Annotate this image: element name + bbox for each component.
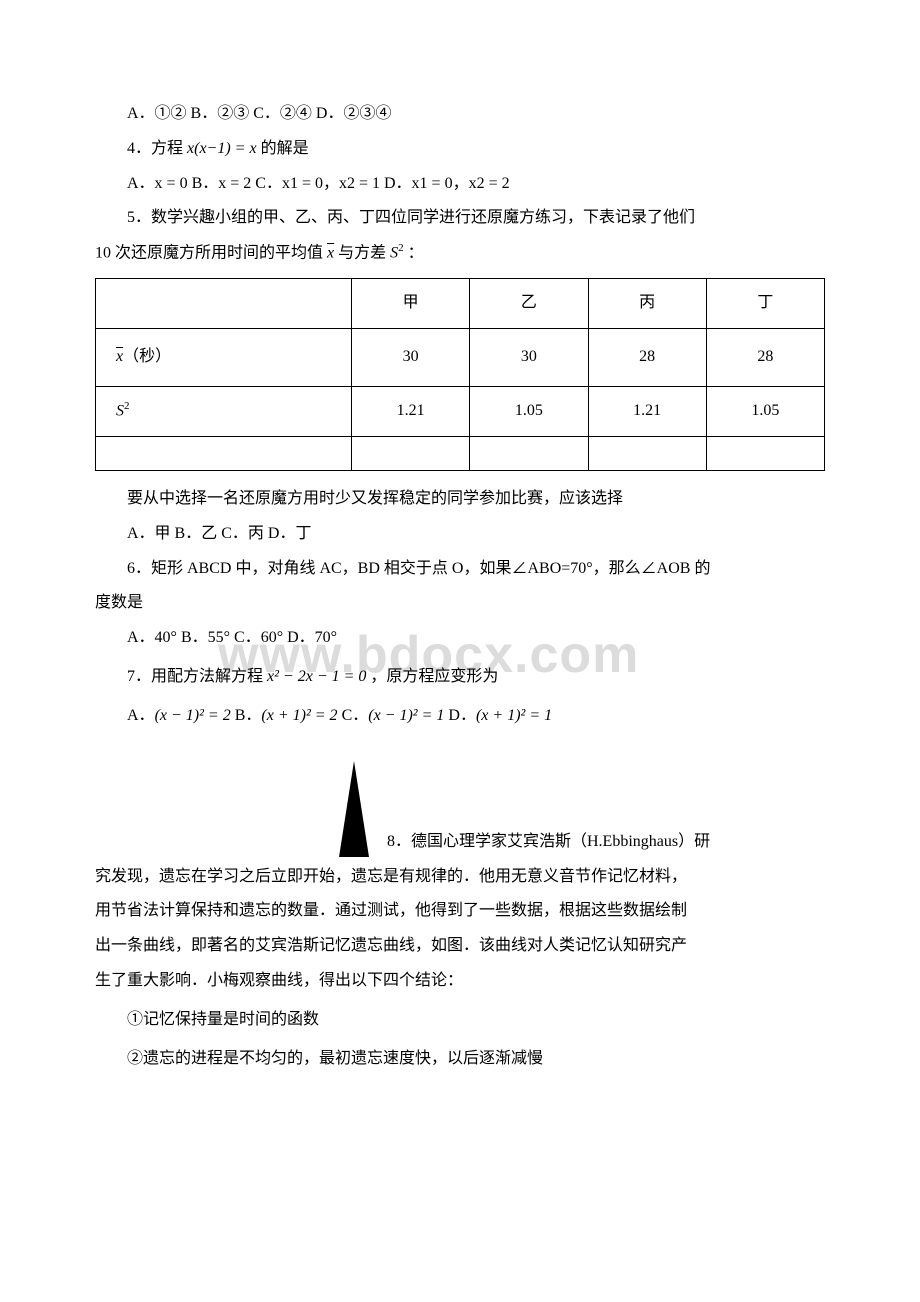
table-cell: 28: [588, 329, 706, 387]
q8-c2: ②遗忘的进程是不均匀的，最初遗忘速度快，以后逐渐减慢: [95, 1045, 825, 1074]
q4-options: A．x = 0 B．x = 2 C．x1 = 0，x2 = 1 D．x1 = 0…: [95, 170, 825, 199]
table-row: 甲 乙 丙 丁: [96, 279, 825, 329]
q7-a-pre: A．: [127, 707, 155, 724]
xbar-unit: （秒）: [123, 348, 171, 365]
q3-options: A．①② B．②③ C．②④ D．②③④: [95, 100, 825, 129]
table-cell: 28: [706, 329, 824, 387]
table-cell: [470, 437, 588, 471]
table-cell: 丙: [588, 279, 706, 329]
table-row: S2 1.21 1.05 1.21 1.05: [96, 386, 825, 436]
table-cell: 乙: [470, 279, 588, 329]
table-cell: [588, 437, 706, 471]
table-cell: 1.05: [470, 386, 588, 436]
q4-stem-prefix: 4．方程: [127, 140, 187, 157]
q7-c-math: (x − 1)² = 1: [368, 707, 444, 724]
q7-options: A．(x − 1)² = 2 B．(x + 1)² = 2 C．(x − 1)²…: [95, 702, 825, 731]
q5-stem-l2: 10 次还原魔方所用时间的平均值 x 与方差 S2 ：: [95, 239, 825, 268]
table-cell: [352, 437, 470, 471]
q8-c1: ①记忆保持量是时间的函数: [95, 1006, 825, 1035]
q4-stem: 4．方程 x(x−1) = x 的解是: [95, 135, 825, 164]
q6-stem-l1: 6．矩形 ABCD 中，对角线 AC，BD 相交于点 O，如果∠ABO=70°，…: [95, 555, 825, 584]
q7-b-pre: B．: [231, 707, 262, 724]
q7-d-math: (x + 1)² = 1: [476, 707, 552, 724]
table-cell: 丁: [706, 279, 824, 329]
q4-stem-suffix: 的解是: [257, 140, 309, 157]
q7-suffix: ，原方程应变形为: [366, 668, 498, 685]
table-cell: 甲: [352, 279, 470, 329]
q8-l4: 出一条曲线，即著名的艾宾浩斯记忆遗忘曲线，如图．该曲线对人类记忆认知研究产: [95, 932, 825, 961]
q8-l5: 生了重大影响．小梅观察曲线，得出以下四个结论：: [95, 967, 825, 996]
q7-math: x² − 2x − 1 = 0: [267, 668, 366, 685]
q5-options: A．甲 B．乙 C．丙 D．丁: [95, 520, 825, 549]
triangle-icon: [325, 761, 383, 857]
q7-stem: 7．用配方法解方程 x² − 2x − 1 = 0 ，原方程应变形为: [95, 663, 825, 692]
q8-first-line: 8．德国心理学家艾宾浩斯（H.Ebbinghaus）研: [95, 761, 825, 857]
q7-c-pre: C．: [338, 707, 369, 724]
q7-d-pre: D．: [444, 707, 476, 724]
ssq-cell-sup: 2: [124, 400, 130, 412]
table-row: [96, 437, 825, 471]
ssq-symbol: S: [390, 245, 398, 262]
document-content: A．①② B．②③ C．②④ D．②③④ 4．方程 x(x−1) = x 的解是…: [95, 100, 825, 1073]
ssq-cell: S: [116, 402, 124, 419]
q6-options: A．40° B．55° C．60° D．70°: [95, 624, 825, 653]
table-cell: [706, 437, 824, 471]
table-cell: 30: [352, 329, 470, 387]
curve-image-placeholder: [325, 761, 383, 857]
table-cell: x（秒）: [96, 329, 352, 387]
table-cell: [96, 437, 352, 471]
q8-l3: 用节省法计算保持和遗忘的数量．通过测试，他得到了一些数据，根据这些数据绘制: [95, 897, 825, 926]
q5-l2-suffix: ：: [404, 245, 424, 262]
q8-after-img: 8．德国心理学家艾宾浩斯（H.Ebbinghaus）研: [383, 833, 710, 850]
table-cell: 1.21: [588, 386, 706, 436]
table-cell: 1.21: [352, 386, 470, 436]
table-row: x（秒） 30 30 28 28: [96, 329, 825, 387]
q8-block: 8．德国心理学家艾宾浩斯（H.Ebbinghaus）研 究发现，遗忘在学习之后立…: [95, 761, 825, 1074]
table-cell: S2: [96, 386, 352, 436]
table-cell: 30: [470, 329, 588, 387]
table-cell: 1.05: [706, 386, 824, 436]
q5-l2-prefix: 10 次还原魔方所用时间的平均值: [95, 245, 327, 262]
q6-stem-l2: 度数是: [95, 589, 825, 618]
q7-a-math: (x − 1)² = 2: [155, 707, 231, 724]
q5-follow: 要从中选择一名还原魔方用时少又发挥稳定的同学参加比赛，应该选择: [95, 485, 825, 514]
q5-l2-mid: 与方差: [334, 245, 390, 262]
q7-prefix: 7．用配方法解方程: [127, 668, 267, 685]
q8-l2: 究发现，遗忘在学习之后立即开始，遗忘是有规律的．他用无意义音节作记忆材料，: [95, 863, 825, 892]
table-cell: [96, 279, 352, 329]
q4-math: x(x−1) = x: [187, 140, 257, 157]
q7-b-math: (x + 1)² = 2: [261, 707, 337, 724]
q5-stem-l1: 5．数学兴趣小组的甲、乙、丙、丁四位同学进行还原魔方练习，下表记录了他们: [95, 204, 825, 233]
q5-table: 甲 乙 丙 丁 x（秒） 30 30 28 28 S2 1.21 1.05 1.…: [95, 278, 825, 471]
